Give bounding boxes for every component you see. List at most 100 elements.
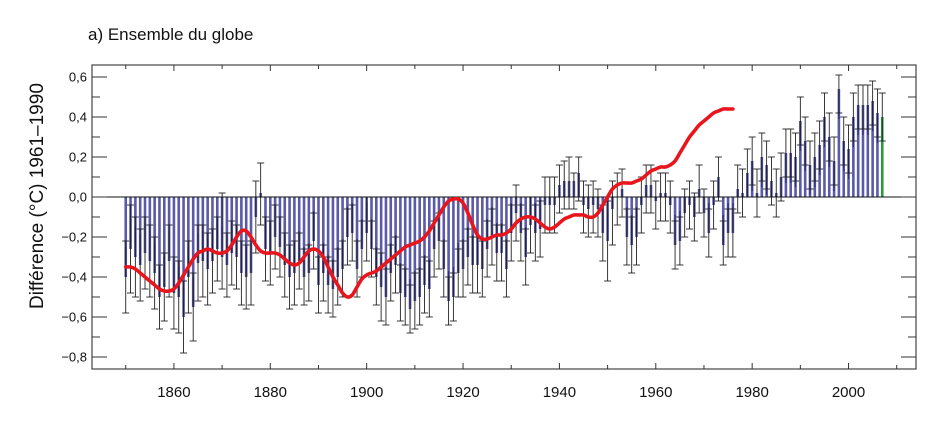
error-bar-1931 bbox=[512, 184, 520, 242]
bar-1917 bbox=[447, 197, 450, 301]
bar-1863 bbox=[187, 197, 190, 277]
error-bar-1852 bbox=[131, 216, 139, 298]
error-bar-1971 bbox=[705, 208, 713, 258]
error-bar-1950 bbox=[604, 200, 612, 282]
error-bar-1888 bbox=[305, 244, 313, 302]
error-bar-1940 bbox=[555, 164, 563, 214]
error-bar-1988 bbox=[787, 128, 795, 178]
error-bar-1944 bbox=[575, 156, 583, 202]
error-bar-1974 bbox=[719, 220, 727, 266]
error-bar-1980 bbox=[748, 136, 756, 186]
error-bar-1883 bbox=[281, 232, 289, 298]
bar-1910 bbox=[413, 197, 417, 301]
bar-1905 bbox=[389, 197, 393, 273]
bar-1858 bbox=[162, 197, 166, 287]
bar-1886 bbox=[297, 197, 301, 261]
bar-1885 bbox=[293, 197, 296, 273]
error-bar-1870 bbox=[218, 192, 226, 290]
bars-group bbox=[124, 89, 884, 317]
error-bar-1935 bbox=[531, 204, 539, 262]
bar-1924 bbox=[481, 197, 484, 269]
bar-1894 bbox=[336, 197, 340, 277]
bar-1998 bbox=[837, 89, 841, 197]
error-bar-1908 bbox=[401, 268, 409, 326]
error-bar-1863 bbox=[184, 240, 192, 314]
error-bar-1965 bbox=[676, 216, 684, 266]
error-bar-1985 bbox=[772, 168, 780, 218]
bar-1850 bbox=[124, 197, 128, 277]
error-bar-1999 bbox=[840, 116, 848, 166]
error-bar-1862 bbox=[180, 280, 188, 354]
error-bar-1973 bbox=[714, 156, 722, 202]
x-tick-label: 1920 bbox=[446, 384, 479, 401]
error-bar-1923 bbox=[473, 236, 481, 294]
error-bar-1977 bbox=[734, 164, 742, 214]
chart-title: a) Ensemble du globe bbox=[88, 25, 254, 44]
error-bar-1982 bbox=[758, 132, 766, 182]
error-bar-2001 bbox=[849, 92, 857, 142]
bar-2005 bbox=[871, 101, 874, 197]
x-tick-label: 1880 bbox=[254, 384, 287, 401]
y-tick-label: −0,6 bbox=[61, 310, 87, 325]
error-bar-1981 bbox=[753, 168, 761, 218]
error-bar-2006 bbox=[873, 88, 881, 138]
error-bar-1949 bbox=[599, 204, 607, 262]
error-bar-1952 bbox=[613, 172, 621, 226]
bar-1861 bbox=[177, 197, 181, 297]
bar-1902 bbox=[375, 197, 378, 277]
x-tick-label: 1940 bbox=[543, 384, 576, 401]
error-bar-1925 bbox=[483, 220, 491, 278]
error-bar-1876 bbox=[247, 240, 255, 306]
error-bar-1867 bbox=[204, 232, 212, 306]
error-bar-1942 bbox=[565, 156, 573, 210]
y-tick-label: −0,8 bbox=[61, 350, 87, 365]
error-bar-1989 bbox=[792, 132, 800, 182]
y-tick-label: 0,0 bbox=[69, 190, 87, 205]
error-bar-1992 bbox=[806, 140, 814, 190]
error-bar-1994 bbox=[816, 120, 824, 170]
error-bar-1877 bbox=[252, 180, 260, 254]
error-bar-1909 bbox=[406, 284, 414, 334]
y-tick-label: 0,6 bbox=[69, 70, 87, 85]
error-bar-1900 bbox=[363, 196, 371, 262]
bar-1890 bbox=[317, 197, 320, 285]
bar-1909 bbox=[408, 197, 412, 309]
x-tick-label: 2000 bbox=[832, 384, 865, 401]
error-bar-1953 bbox=[618, 168, 626, 218]
bar-1995 bbox=[823, 117, 826, 197]
bar-1907 bbox=[399, 197, 402, 293]
bar-1911 bbox=[418, 197, 421, 297]
x-tick-label: 1860 bbox=[157, 384, 190, 401]
error-bar-1869 bbox=[213, 216, 221, 282]
x-tick-label: 1900 bbox=[350, 384, 383, 401]
error-bar-1907 bbox=[396, 264, 404, 322]
error-bar-1878 bbox=[257, 162, 265, 226]
error-bar-1993 bbox=[811, 132, 819, 182]
error-bar-1864 bbox=[189, 272, 197, 342]
error-bar-1936 bbox=[536, 200, 544, 258]
error-bar-1998 bbox=[835, 74, 843, 114]
error-bar-1856 bbox=[151, 236, 159, 310]
bar-1884 bbox=[288, 197, 291, 277]
error-bar-1879 bbox=[261, 216, 269, 282]
error-bar-1929 bbox=[502, 240, 510, 298]
error-bar-1956 bbox=[633, 208, 641, 266]
error-bar-1894 bbox=[334, 248, 342, 306]
bar-1904 bbox=[384, 197, 388, 297]
error-bar-1911 bbox=[416, 268, 424, 326]
error-bar-1853 bbox=[136, 228, 144, 302]
bar-1916 bbox=[442, 197, 446, 269]
bar-1892 bbox=[326, 197, 330, 285]
error-bar-1902 bbox=[372, 248, 380, 306]
error-bar-1963 bbox=[666, 180, 674, 234]
x-tick-label: 1960 bbox=[639, 384, 672, 401]
error-bar-1933 bbox=[522, 228, 530, 286]
y-tick-label: −0,4 bbox=[61, 270, 87, 285]
error-bar-1972 bbox=[710, 180, 718, 230]
bar-1864 bbox=[191, 197, 195, 307]
error-bar-2002 bbox=[854, 84, 862, 130]
error-bar-1860 bbox=[170, 256, 178, 330]
error-bar-2000 bbox=[845, 124, 853, 174]
bar-1871 bbox=[225, 197, 229, 265]
bar-1913 bbox=[428, 197, 431, 289]
